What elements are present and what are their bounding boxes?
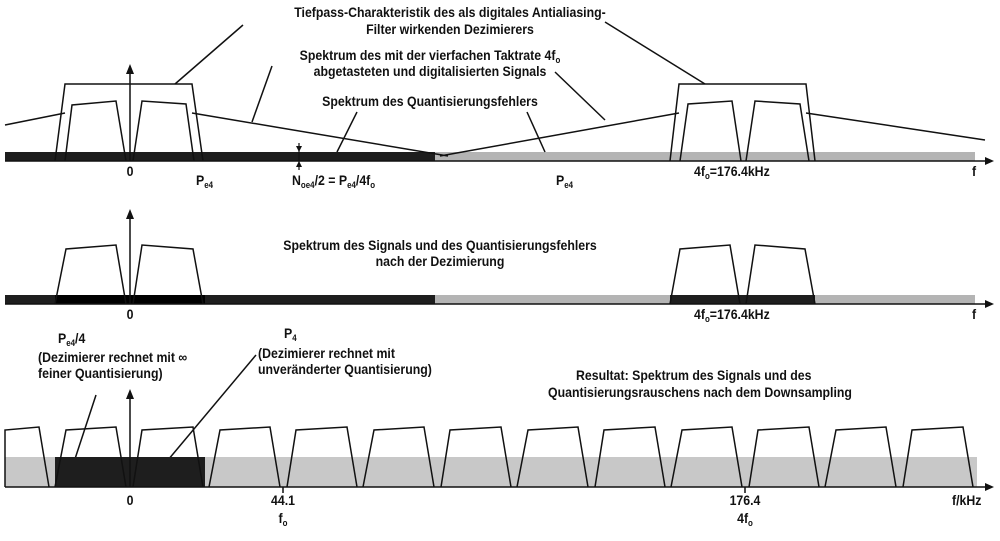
p1-signal-line2: abgetasteten und digitalisierten Signals: [313, 63, 547, 79]
panel2-axis-arrow: [985, 300, 994, 308]
panel1-pointer-lowpass-left: [174, 24, 244, 85]
panel3-signal-lobe: [748, 426, 820, 488]
p2-title-line2: nach der Dezimierung: [375, 253, 505, 269]
pe4-quarter-label: Pe4/4: [58, 330, 86, 348]
panel3-signal-lobe: [362, 426, 435, 488]
panel2-signal-lobe-right-b: [745, 244, 816, 305]
panel2-origin-arrowhead: [126, 209, 134, 219]
panel1-axis-arrow: [985, 157, 994, 165]
panel1-slope-right: [805, 112, 986, 141]
note-right-line2: unveränderter Quantisierung): [258, 361, 432, 377]
p1-title-line2: Filter wirkenden Dezimierers: [366, 21, 534, 37]
note-left-line1: (Dezimierer rechnet mit ∞: [38, 349, 188, 365]
panel1-lowpass-left: [54, 83, 204, 162]
p1-pe4-right: Pe4: [556, 172, 574, 190]
note-right-line1: (Dezimierer rechnet mit: [258, 345, 395, 361]
panel1-dark-noise-band: [5, 152, 435, 161]
panel3-origin-arrowhead: [126, 389, 134, 399]
panel1-noise-arrow-up: [296, 161, 302, 167]
panel3-signal-lobe: [132, 426, 204, 488]
panel2-image-noise: [670, 295, 815, 304]
panel1-slope-left: [4, 112, 66, 126]
p1-axis-label: f: [972, 163, 977, 179]
p1-title-line1: Tiefpass-Charakteristik des als digitale…: [294, 4, 606, 20]
p3-tick-441: 44.1: [271, 492, 295, 508]
panel3-signal-lobe: [824, 426, 897, 488]
panel1-slope-mid-up: [439, 112, 680, 157]
panel1-pointer-quant-left: [336, 111, 358, 153]
p2-freq-label: 4fo=176.4kHz: [694, 306, 770, 324]
panel3-signal-lobes: [4, 426, 974, 488]
p1-noise-formula: Noe4/2 = Pe4/4fo: [292, 172, 376, 190]
panel1-signal-lobe-right-b: [745, 100, 810, 162]
p3-axis-label: f/kHz: [952, 492, 982, 508]
p2-axis-label: f: [972, 306, 977, 322]
panel1-signal-lobe-left-b: [132, 100, 195, 162]
panel1-pointer-quant-right: [526, 111, 546, 153]
p3-result-line2: Quantisierungsrauschens nach dem Downsam…: [548, 384, 852, 400]
panel1-pointer-signal-left: [251, 65, 273, 123]
p2-title-line1: Spektrum des Signals und des Quantisieru…: [283, 237, 597, 253]
panel1-lowpass-right: [669, 83, 816, 162]
panel3-signal-lobe: [54, 426, 127, 488]
p1-quant-error-label: Spektrum des Quantisierungsfehlers: [322, 93, 538, 109]
panel1-signal-lobe-left-a: [64, 100, 127, 162]
panel1-pointer-lowpass-right: [604, 21, 706, 85]
panel3-signal-lobe: [902, 426, 974, 488]
panel3-signal-lobe: [4, 426, 50, 488]
panel2-signal-lobe-left-b: [132, 244, 204, 305]
panel3-axis-arrow: [985, 483, 994, 491]
panel3-signal-lobe: [594, 426, 666, 488]
p3-zero-label: 0: [126, 492, 134, 508]
panel3-signal-lobe: [440, 426, 512, 488]
panel3-signal-lobe: [670, 426, 743, 488]
p3-tick-1764-4fo: 4fo: [737, 510, 753, 528]
panel2-signal-lobe-right-a: [669, 244, 741, 305]
panel1-noise-arrow-down: [296, 146, 302, 152]
p1-signal-line1: Spektrum des mit der vierfachen Taktrate…: [299, 47, 561, 65]
p3-tick-441-fo: fo: [278, 510, 288, 528]
p3-result-line1: Resultat: Spektrum des Signals und des: [576, 367, 812, 383]
panel2-dark-noise-band: [5, 295, 435, 304]
panel3-signal-lobe: [286, 426, 358, 488]
p2-zero-label: 0: [126, 306, 134, 322]
pe4-label: P4: [284, 325, 297, 343]
panel1-slope-mid-down: [191, 112, 449, 157]
pointer-pe4-quarter: [71, 394, 97, 469]
p1-freq-label: 4fo=176.4kHz: [694, 163, 770, 181]
p3-tick-1764: 176.4: [729, 492, 761, 508]
pointer-pe4: [167, 354, 257, 461]
panel3-signal-lobe: [516, 426, 589, 488]
panel1-light-noise-band: [435, 152, 975, 161]
panel1-pointer-signal-right: [554, 71, 606, 121]
panel1-origin-arrowhead: [126, 64, 134, 74]
panel2-signal-lobe-left-a: [54, 244, 127, 305]
panel1-signal-lobe-right-a: [679, 100, 742, 162]
p1-zero-label: 0: [126, 163, 134, 179]
p1-pe4-left: Pe4: [196, 172, 214, 190]
note-left-line2: feiner Quantisierung): [38, 365, 163, 381]
panel3-signal-lobe: [208, 426, 281, 488]
